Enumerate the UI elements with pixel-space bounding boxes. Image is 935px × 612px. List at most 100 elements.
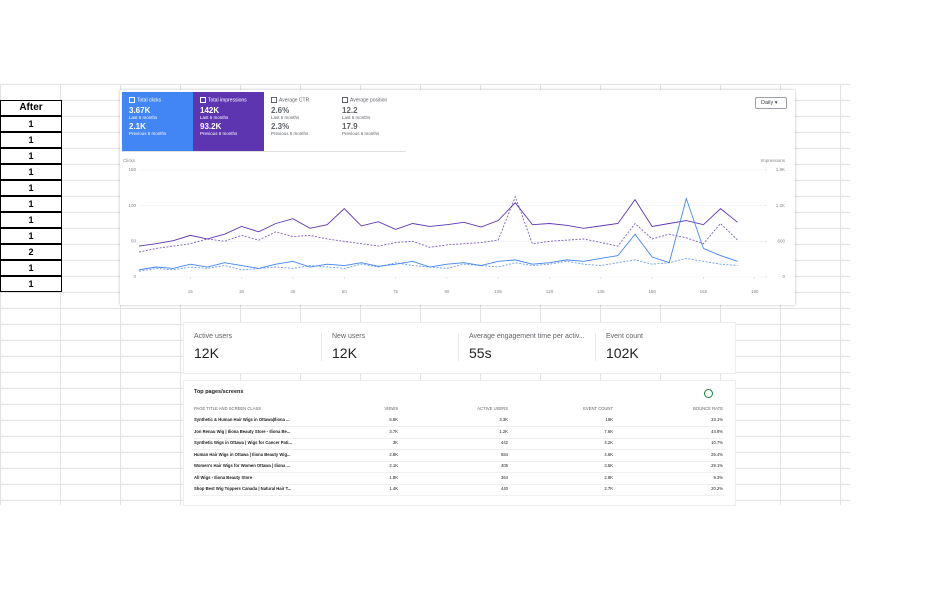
metric-tile[interactable]: Average position 12.2 Last 6 months 17.9 Pre… [335,92,406,152]
y-axis-label: Clicks [123,158,136,163]
cell-value: 1 [0,116,62,132]
x-tick-label: 45 [290,289,296,294]
row-divider [194,437,725,439]
tile-value: 12.2 [342,106,358,116]
y-tick-label: 0 [133,274,136,279]
table-cell: 3K [392,440,398,445]
tile-period: Last 6 months [200,115,229,121]
table-cell: 9.3% [713,474,723,480]
tile-value: 2.6% [271,106,290,116]
series-line [138,196,738,271]
table-cell: 440 [501,486,508,491]
y-tick-label: 100 [128,203,136,208]
cell-value: 1 [0,228,62,244]
table-cell: 2.7K [604,486,613,491]
y2-tick-label: 1.2K [776,203,785,208]
table-cell: 4.6K [604,451,613,457]
column-header: After [0,100,62,116]
tile-period: Last 6 months [271,115,300,121]
column-header: EVENT COUNT [583,406,613,411]
x-tick-label: 75 [393,289,399,294]
table-cell: 3.5K [604,463,613,468]
tile-previous: 2.1K [129,122,146,132]
y2-tick-label: 0 [782,274,785,279]
table-cell: 364 [501,474,508,480]
range-dropdown[interactable]: Daily [755,97,787,109]
row-divider [194,426,725,427]
tile-previous-period: Previous 6 months [342,131,380,137]
x-tick-label: 150 [648,289,656,294]
metric-tile[interactable]: Total impressions 142K Last 6 months 93.2K P… [193,92,264,152]
table-cell: 29.1% [711,463,723,468]
table-cell: 5.8K [389,417,398,422]
table-cell: 3.7K [389,428,398,434]
x-tick-label: 15 [188,289,194,294]
table-cell: All Wigs - Iliona Beauty Store [194,474,253,480]
tile-previous-period: Previous 6 months [129,131,167,137]
metric-label: Active users [194,333,233,340]
x-tick-label: 120 [546,289,554,294]
metric-label: Event count [606,333,643,340]
table-cell: Women's Hair Wigs for Women Ottawa | Ili… [194,463,290,468]
tile-label: Total impressions [200,97,257,103]
table-cell: 2.8K [389,451,398,457]
column-header: VIEWS [384,406,399,411]
column-header: ACTIVE USERS [477,406,508,411]
cell-value: 1 [0,132,62,148]
x-tick-label: 105 [494,289,502,294]
metrics-card: Active users 12K New users 12K Average engag… [183,322,736,374]
metric-value: 55s [469,345,492,361]
row-divider [194,460,725,462]
row-divider [194,495,725,496]
performance-chart: Clicks Impressions 0 50 100 150 0 600 1.2K 1.8K 15… [123,158,786,294]
y-tick-label: 150 [128,167,136,172]
table-cell: 1.2K [499,428,508,434]
x-tick-label: 30 [239,289,245,294]
table-cell: Synthetic Wigs in Ottawa | Wigs for Canc… [194,440,292,445]
cell-value: 1 [0,180,62,196]
cell-value: 1 [0,148,62,164]
tile-label: Average CTR [271,97,328,103]
metric-tile[interactable]: Average CTR 2.6% Last 6 months 2.3% Previous… [264,92,335,152]
table-cell: 442 [501,440,508,445]
x-tick-label: 90 [444,289,450,294]
table-cell: 1.4K [389,486,398,491]
table-cell: Human Hair Wigs in Ottawa | Iliona Beaut… [194,451,291,457]
table-cell: 405 [501,463,508,468]
column-header: BOUNCE RATE [693,406,723,411]
table-cell: 33.1% [711,417,723,422]
search-console-card: Total clicks 3.67K Last 6 months 2.1K Previo… [120,90,795,305]
table-cell: 1.8K [389,474,398,480]
cell-value: 1 [0,196,62,212]
metric: New users 12K [321,333,451,361]
tile-value: 3.67K [129,106,151,116]
metric: Event count 102K [595,333,725,361]
cell-value: 1 [0,164,62,180]
table-cell: 4.2K [604,440,613,445]
tile-period: Last 6 months [342,115,371,121]
table-cell: 44.6% [711,428,723,434]
table-cell: 19K [605,417,613,422]
metric-value: 12K [332,345,357,361]
table-cell: Shop Best Wig Toppers Canada | Natural H… [194,486,292,491]
table-cell: 2.1K [389,463,398,468]
table-cell: 3.3K [499,417,508,422]
y2-tick-label: 1.8K [776,167,785,172]
cell-value: 1 [0,276,62,292]
metric-value: 12K [194,345,219,361]
row-divider [194,483,725,485]
metric: Active users 12K [184,333,314,361]
tile-period: Last 6 months [129,115,158,121]
metric-label: New users [332,333,366,340]
table-cell: Jon Renau Wig | Iliona Beauty Store - Il… [194,428,291,434]
x-tick-label: 165 [700,289,708,294]
y-tick-label: 50 [131,239,137,244]
tile-label: Total clicks [129,97,186,103]
metric-label: Average engagement time per activ... [469,333,585,340]
column-header: PAGE TITLE AND SCREEN CLASS [194,406,262,411]
metric-tile[interactable]: Total clicks 3.67K Last 6 months 2.1K Previo… [122,92,193,152]
series-line [138,257,738,272]
top-pages-card: Top pages/screens PAGE TITLE AND SCREEN … [183,380,736,506]
tile-previous: 17.9 [342,122,358,132]
tile-previous: 2.3% [271,122,290,132]
